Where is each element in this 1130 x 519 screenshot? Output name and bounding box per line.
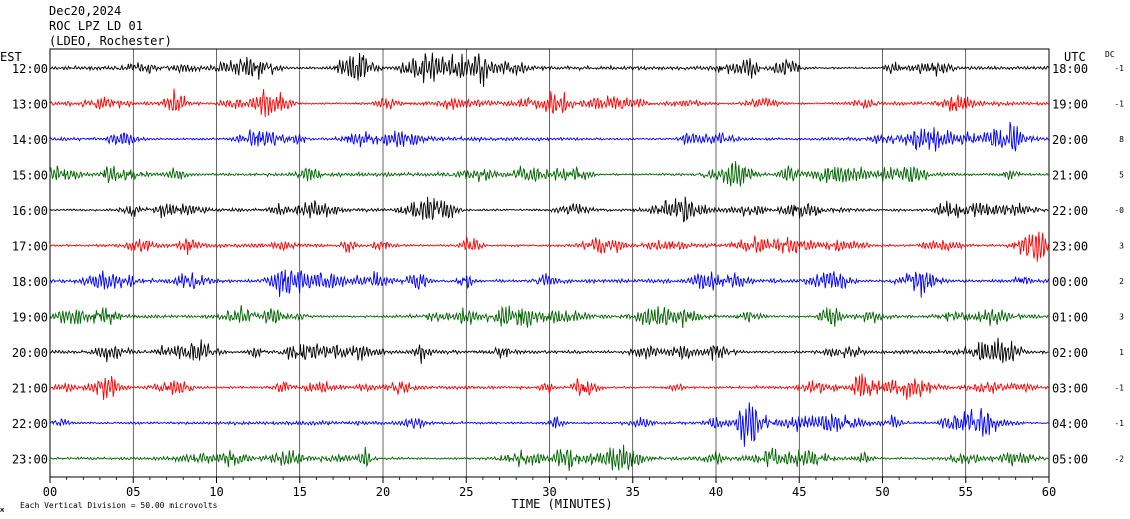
x-tick-label: 50 xyxy=(875,485,889,499)
est-hour-label: 19:00 xyxy=(12,311,48,325)
seismic-trace xyxy=(49,337,1049,364)
utc-label: UTC xyxy=(1064,50,1086,64)
traces xyxy=(49,52,1049,471)
dc-value: 3 xyxy=(1119,313,1124,322)
x-tick-label: 10 xyxy=(209,485,223,499)
x-tick-label: 30 xyxy=(542,485,556,499)
network-label: (LDEO, Rochester) xyxy=(49,34,172,48)
dc-header: DC xyxy=(1105,50,1115,59)
seismic-trace xyxy=(49,373,1049,401)
dc-value: -1 xyxy=(1114,64,1124,73)
dc-value: 8 xyxy=(1119,135,1124,144)
date-label: Dec20,2024 xyxy=(49,4,122,18)
dc-value: -1 xyxy=(1114,100,1124,109)
utc-hour-label: 22:00 xyxy=(1052,204,1088,218)
utc-hour-label: 03:00 xyxy=(1052,382,1088,396)
dc-value: 1 xyxy=(1119,348,1124,357)
grid xyxy=(49,48,1050,483)
seismic-trace xyxy=(49,52,1049,87)
seismic-trace xyxy=(49,161,1049,187)
seismic-trace xyxy=(49,88,1049,118)
x-tick-label: 40 xyxy=(709,485,723,499)
x-tick-label: 45 xyxy=(792,485,806,499)
est-hour-label: 22:00 xyxy=(12,417,48,431)
x-axis-title: TIME (MINUTES) xyxy=(511,497,612,511)
dc-value: -1 xyxy=(1114,384,1124,393)
dc-value: 3 xyxy=(1119,242,1124,251)
dc-value: 5 xyxy=(1119,171,1124,180)
est-hour-label: 21:00 xyxy=(12,382,48,396)
utc-hour-label: 02:00 xyxy=(1052,346,1088,360)
seismic-trace xyxy=(49,196,1049,223)
dc-value: -2 xyxy=(1114,455,1124,464)
est-hour-label: 17:00 xyxy=(12,240,48,254)
dc-value: 2 xyxy=(1119,277,1124,286)
est-hour-label: 13:00 xyxy=(12,98,48,112)
x-tick-label: 20 xyxy=(376,485,390,499)
est-hour-label: 12:00 xyxy=(12,62,48,76)
seismic-trace xyxy=(49,231,1049,262)
utc-hour-label: 01:00 xyxy=(1052,311,1088,325)
utc-hour-label: 04:00 xyxy=(1052,417,1088,431)
x-tick-label: 00 xyxy=(43,485,57,499)
est-label: EST xyxy=(0,50,22,64)
est-hour-label: 16:00 xyxy=(12,204,48,218)
utc-hour-label: 21:00 xyxy=(1052,169,1088,183)
utc-hour-label: 20:00 xyxy=(1052,133,1088,147)
utc-hour-label: 23:00 xyxy=(1052,240,1088,254)
seismic-trace xyxy=(49,444,1049,471)
x-tick-label: 35 xyxy=(626,485,640,499)
station-label: ROC LPZ LD 01 xyxy=(49,19,143,33)
seismic-trace xyxy=(49,121,1049,152)
x-tick-label: 05 xyxy=(126,485,140,499)
est-hour-label: 15:00 xyxy=(12,169,48,183)
x-tick-label: 25 xyxy=(459,485,473,499)
dc-value: -1 xyxy=(1114,419,1124,428)
est-hour-label: 14:00 xyxy=(12,133,48,147)
footer-mark: ж xyxy=(0,506,5,514)
x-tick-label: 15 xyxy=(293,485,307,499)
seismic-trace xyxy=(49,305,1049,329)
utc-hour-label: 18:00 xyxy=(1052,62,1088,76)
seismic-trace xyxy=(49,269,1049,298)
utc-hour-label: 05:00 xyxy=(1052,453,1088,467)
footer-note: Each Vertical Division = 50.00 microvolt… xyxy=(20,501,218,510)
x-tick-label: 60 xyxy=(1042,485,1056,499)
x-tick-label: 55 xyxy=(959,485,973,499)
dc-value: -0 xyxy=(1114,206,1124,215)
est-hour-label: 23:00 xyxy=(12,453,48,467)
seismic-trace xyxy=(49,402,1049,447)
est-hour-label: 18:00 xyxy=(12,275,48,289)
utc-hour-label: 19:00 xyxy=(1052,98,1088,112)
utc-hour-label: 00:00 xyxy=(1052,275,1088,289)
est-hour-label: 20:00 xyxy=(12,346,48,360)
